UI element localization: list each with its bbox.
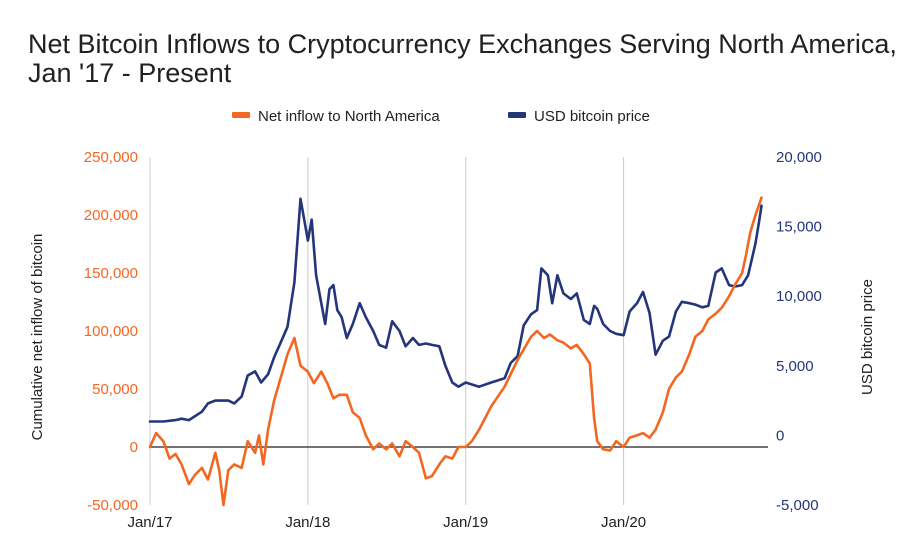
x-tick-label: Jan/17 <box>127 514 172 531</box>
left-tick-label: -50,000 <box>87 497 138 514</box>
x-axis-ticks: Jan/17 Jan/18 Jan/19 Jan/20 <box>127 514 646 531</box>
series-line-net-inflow <box>148 196 763 507</box>
series-line-usd-price <box>148 197 763 423</box>
right-tick-label: 10,000 <box>776 288 822 305</box>
right-tick-label: 20,000 <box>776 149 822 166</box>
legend: Net inflow to North America USD bitcoin … <box>232 108 650 125</box>
chart-title: Net Bitcoin Inflows to Cryptocurrency Ex… <box>28 29 897 88</box>
left-tick-label: 200,000 <box>84 207 138 224</box>
left-axis-title: Cumulative net inflow of bitcoin <box>29 234 46 441</box>
right-tick-label: 5,000 <box>776 358 814 375</box>
legend-label-price: USD bitcoin price <box>534 108 650 125</box>
left-tick-label: 150,000 <box>84 265 138 282</box>
right-axis-ticks: -5,000 0 5,000 10,000 15,000 20,000 <box>776 149 822 514</box>
right-tick-label: 0 <box>776 427 784 444</box>
right-tick-label: 15,000 <box>776 219 822 236</box>
legend-swatch-price <box>508 112 526 118</box>
right-tick-label: -5,000 <box>776 497 819 514</box>
series-group <box>148 196 763 507</box>
right-axis-title: USD bitcoin price <box>859 279 876 395</box>
x-tick-label: Jan/18 <box>285 514 330 531</box>
left-tick-label: 0 <box>130 439 138 456</box>
left-tick-label: 100,000 <box>84 323 138 340</box>
gridlines <box>149 157 625 505</box>
x-tick-label: Jan/19 <box>443 514 488 531</box>
legend-label-inflow: Net inflow to North America <box>258 108 440 125</box>
left-tick-label: 50,000 <box>92 381 138 398</box>
legend-swatch-inflow <box>232 112 250 118</box>
x-tick-label: Jan/20 <box>601 514 646 531</box>
left-tick-label: 250,000 <box>84 149 138 166</box>
left-axis-ticks: -50,000 0 50,000 100,000 150,000 200,000 250,0… <box>84 149 138 514</box>
